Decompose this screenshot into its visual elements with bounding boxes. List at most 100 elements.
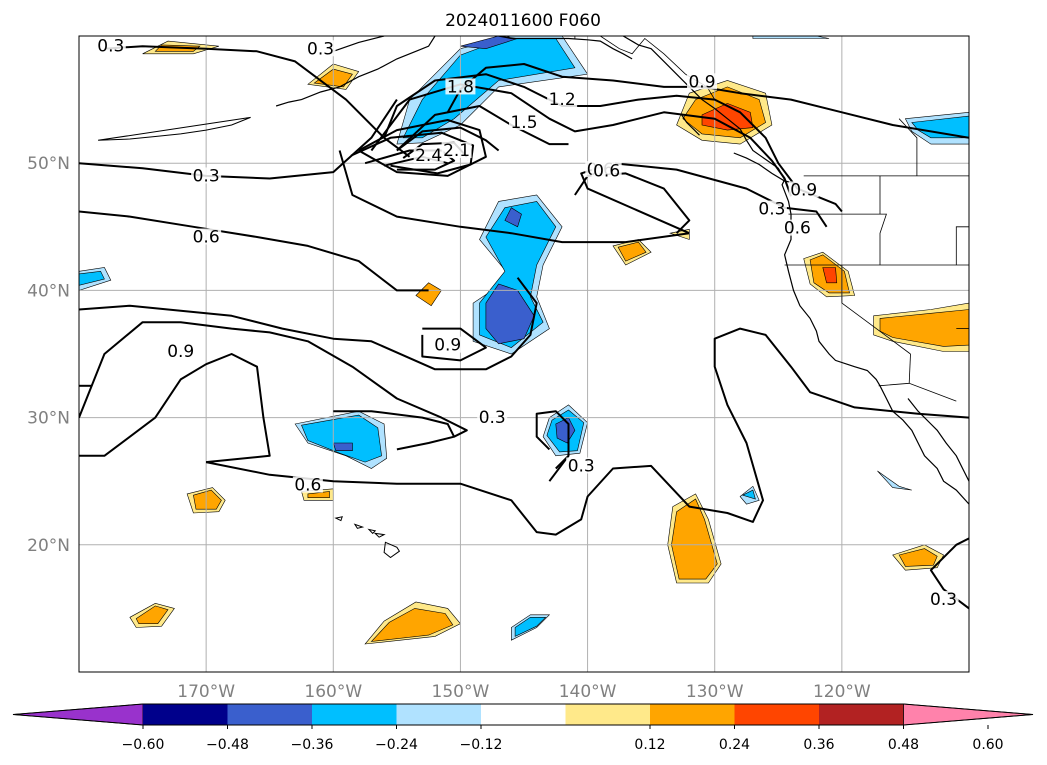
lon-label: 130°W	[686, 682, 744, 702]
colorbar-tick-label: 0.60	[972, 737, 1003, 753]
lon-label: 170°W	[177, 682, 235, 702]
lat-label: 40°N	[27, 281, 70, 301]
contour-label: 2.4	[415, 146, 442, 166]
anomaly-fill	[514, 616, 547, 637]
anomaly-fill	[485, 283, 535, 345]
contour-line	[79, 321, 468, 438]
contour-label-bg	[788, 181, 819, 198]
map-panel[interactable]: 0.30.31.81.51.22.42.10.30.60.60.90.60.90…	[79, 0, 969, 672]
colorbar-bin	[734, 704, 820, 725]
contour-label: 0.3	[307, 39, 334, 59]
contour-labels: 0.30.31.81.51.22.42.10.30.60.60.90.60.90…	[95, 37, 959, 610]
colorbar-tick-label: 0.36	[803, 737, 834, 753]
contour-label: 1.8	[447, 77, 474, 97]
contour-label: 0.3	[568, 456, 595, 476]
contour-label-bg	[305, 40, 336, 57]
anomaly-fill	[877, 470, 912, 491]
anomaly-fill	[752, 36, 830, 39]
island	[367, 528, 377, 535]
colorbar-bin	[396, 704, 482, 725]
lat-label: 50°N	[27, 154, 70, 174]
colorbar-tick-label: 0.24	[719, 737, 750, 753]
contour-label-bg	[591, 162, 622, 179]
contour-label: 0.6	[294, 476, 321, 496]
contour-label: 0.3	[97, 37, 124, 57]
contour-label: 0.9	[688, 72, 715, 92]
contour-label-bg	[441, 142, 472, 159]
coastline	[681, 114, 700, 136]
border-line	[908, 353, 911, 384]
contour-line	[574, 172, 691, 234]
colorbar-tick-label: 0.12	[634, 737, 665, 753]
contour-line	[79, 99, 398, 180]
island	[98, 116, 251, 141]
anomaly-fill	[504, 207, 522, 228]
lat-label: 20°N	[27, 536, 70, 556]
coastline	[275, 36, 436, 107]
contour-label-bg	[547, 91, 578, 108]
colorbar-bin	[565, 704, 651, 725]
contour-label-bg	[566, 457, 597, 474]
anomaly-fill	[79, 270, 105, 286]
contour-label: 0.6	[193, 228, 220, 248]
coastlines	[98, 36, 969, 559]
colorbar-tick-label: −0.24	[375, 737, 418, 753]
lon-label: 160°W	[304, 682, 362, 702]
contour-line	[446, 63, 969, 139]
contour-label: 0.6	[593, 161, 620, 181]
coastline	[622, 36, 969, 505]
anomaly-fill	[617, 241, 647, 262]
contour-label-bg	[165, 343, 196, 359]
border-line	[879, 175, 887, 265]
colorbar-extend-low	[12, 703, 144, 726]
contour-line	[79, 353, 271, 464]
contour-label: 0.9	[434, 336, 461, 356]
anomaly-fill	[741, 489, 756, 500]
colorbar-bin	[650, 704, 735, 725]
contour-label-bg	[756, 200, 787, 217]
border-line	[878, 382, 957, 402]
contour-label-bg	[191, 228, 222, 245]
contour-label: 0.3	[758, 200, 785, 220]
colorbar-tick-label: −0.48	[206, 737, 249, 753]
contour-label: 0.3	[930, 590, 957, 610]
contour-line	[350, 131, 475, 175]
contour-label-bg	[509, 114, 539, 131]
contour-label-bg	[445, 78, 476, 95]
anomaly-fill	[898, 548, 938, 567]
map-frame	[78, 35, 970, 673]
island	[383, 541, 401, 559]
colorbar-bin	[481, 704, 566, 725]
colorbar-tick-label: −0.60	[122, 737, 165, 753]
contour-label-bg	[432, 336, 463, 353]
island	[334, 516, 343, 522]
coastline	[498, 36, 633, 60]
contour-label: 0.6	[784, 219, 811, 239]
anomaly-fill	[671, 498, 718, 580]
contour-label-bg	[477, 409, 508, 426]
contour-label-bg	[191, 167, 222, 184]
colorbar-tick-label: −0.12	[460, 737, 503, 753]
contour-line	[79, 277, 538, 371]
anomaly-fill	[135, 605, 169, 625]
contour-line	[396, 105, 569, 152]
colorbar-tick-label: −0.36	[291, 737, 334, 753]
lon-label: 120°W	[813, 682, 871, 702]
contour-line	[79, 210, 429, 292]
gridlines	[79, 36, 969, 672]
colorbar-bin	[227, 704, 313, 725]
contour-label-bg	[928, 591, 959, 608]
coastline	[733, 152, 798, 185]
lon-label: 140°W	[559, 682, 617, 702]
longitude-labels: 170°W 160°W 150°W 140°W 130°W 120°W	[177, 682, 871, 702]
colorbar-bin	[143, 704, 228, 725]
coastline	[333, 36, 385, 52]
contour-label: 0.9	[790, 180, 817, 200]
contour-label: 0.3	[479, 408, 506, 428]
contour-line	[421, 327, 487, 362]
colorbar-extend-high	[903, 703, 1034, 726]
colorbar-bin	[312, 704, 397, 725]
contour-label: 2.1	[443, 141, 470, 161]
border-line	[955, 226, 969, 265]
